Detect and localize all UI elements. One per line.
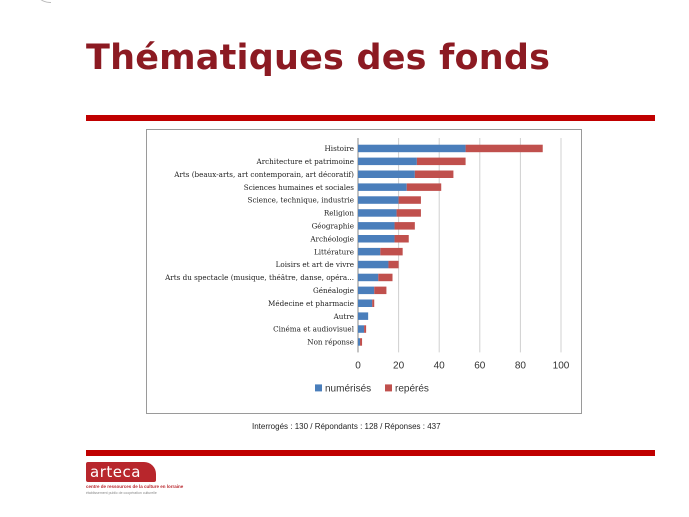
slide-title: Thématiques des fonds (86, 38, 551, 78)
bar-reperes (394, 222, 415, 230)
bar-numerises (358, 183, 407, 191)
bar-numerises (358, 196, 399, 204)
bar-reperes (414, 170, 454, 178)
bar-numerises (358, 235, 395, 243)
legend-swatch (385, 384, 392, 392)
x-tick-label: 60 (474, 360, 486, 371)
bar-reperes (398, 196, 421, 204)
corner-decoration (34, 0, 51, 3)
bar-reperes (406, 183, 442, 191)
arteca-logo: arteca centre de ressources de la cultur… (86, 462, 196, 498)
x-tick-label: 80 (515, 360, 527, 371)
bar-reperes (372, 299, 375, 307)
x-tick-label: 100 (553, 360, 570, 371)
bar-numerises (358, 247, 381, 256)
bar-reperes (394, 235, 409, 243)
x-tick-label: 0 (355, 360, 361, 371)
category-label: Médecine et pharmacie (268, 299, 354, 308)
category-label: Architecture et patrimoine (256, 157, 355, 166)
category-label: Religion (324, 209, 354, 218)
survey-footnote: Interrogés : 130 / Répondants : 128 / Ré… (252, 422, 441, 431)
bar-reperes (396, 209, 421, 217)
logo-box: arteca (86, 462, 156, 482)
category-label: Cinéma et audiovisuel (273, 325, 355, 334)
bar-numerises (358, 312, 369, 320)
bar-numerises (358, 170, 415, 178)
bar-reperes (465, 144, 543, 153)
chart-frame: 0 20 40 60 80 100 Histoire Architecture et patr… (146, 129, 582, 414)
category-label: Géographie (312, 221, 354, 230)
logo-tagline: centre de ressources de la culture en lo… (86, 484, 184, 489)
legend-label: numérisés (325, 383, 371, 394)
category-label: Archéologie (309, 234, 354, 243)
category-label: Arts (beaux-arts, art contemporain, art … (173, 170, 354, 179)
category-label: Non réponse (307, 338, 354, 347)
bar-numerises (358, 286, 375, 295)
x-tick-label: 20 (393, 360, 405, 371)
logo-wordmark: arteca (90, 463, 141, 481)
bar-numerises (358, 144, 466, 153)
bar-numerises (358, 273, 379, 282)
bar-reperes (380, 247, 403, 256)
bar-numerises (358, 209, 397, 217)
category-label: Science, technique, industrie (248, 196, 354, 205)
title-divider (86, 115, 655, 121)
x-tick-label: 40 (434, 360, 446, 371)
legend-label: repérés (395, 383, 429, 394)
category-label: Littérature (314, 247, 354, 256)
legend-swatch (315, 384, 322, 392)
stacked-bar-chart: 0 20 40 60 80 100 Histoire Architecture et patr… (164, 138, 570, 394)
bar-numerises (358, 325, 365, 333)
category-label: Histoire (325, 144, 354, 153)
category-label: Généalogie (313, 286, 354, 295)
bar-numerises (358, 260, 389, 269)
bar-reperes (388, 260, 399, 269)
logo-subtitle: établissement public de coopération cult… (86, 491, 157, 495)
category-label: Loisirs et art de vivre (276, 260, 354, 269)
bar-reperes (416, 157, 466, 166)
bar-reperes (364, 325, 367, 333)
bar-reperes (374, 286, 387, 295)
bar-reperes (378, 273, 393, 282)
bar-numerises (358, 222, 395, 230)
footer-divider (86, 450, 655, 456)
bar-numerises (358, 338, 361, 346)
category-label: Autre (333, 312, 354, 321)
bar-reperes (360, 338, 363, 346)
category-label: Arts du spectacle (musique, théâtre, dan… (164, 273, 354, 282)
category-label: Sciences humaines et sociales (244, 183, 354, 192)
bar-numerises (358, 299, 373, 307)
bar-numerises (358, 157, 417, 166)
